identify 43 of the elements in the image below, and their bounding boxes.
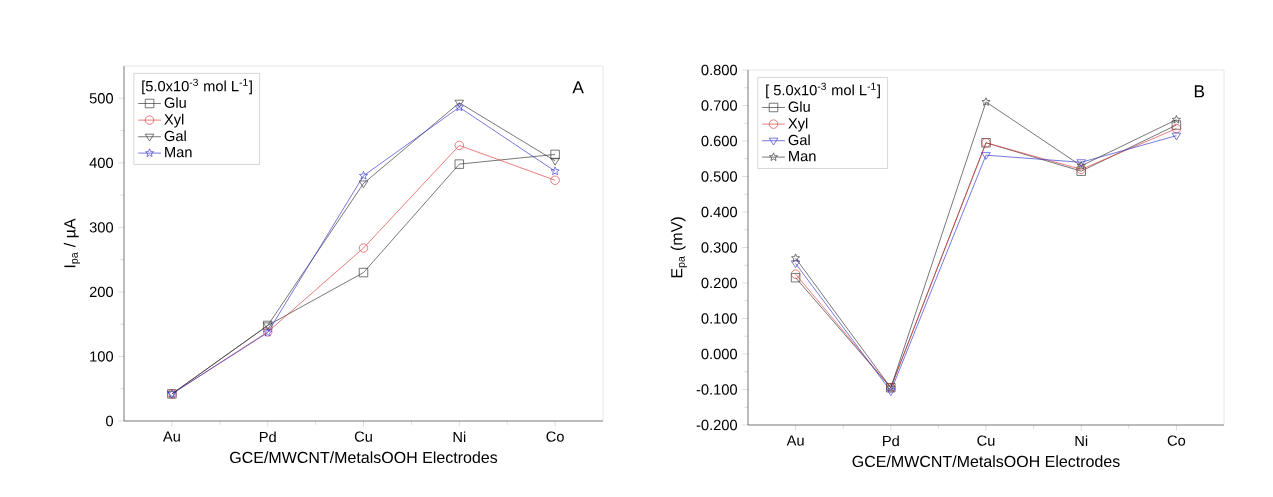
legend-label: Gal [164, 130, 186, 142]
legend-label: Gal [788, 134, 810, 146]
y-tick-label: -0.200 [696, 419, 738, 431]
legend-label: Xyl [164, 113, 184, 128]
x-tick-label: Cu [977, 435, 995, 446]
y-tick-label: 0.300 [701, 242, 738, 253]
x-tick-label: Cu [354, 431, 372, 442]
legend-title: [ 5.0x10$^{-3}$ mol L$^{-1}$] [766, 82, 880, 99]
y-tick-label: -0.100 [696, 384, 738, 395]
y-tick-label: 200 [89, 286, 114, 298]
y-axis-title: I$_{pa}$ / µA [63, 218, 80, 268]
y-tick-label: 0.700 [701, 100, 738, 111]
y-tick-label: 0.100 [701, 313, 738, 324]
x-tick-label: Pd [883, 435, 899, 447]
legend-label: Man [165, 147, 192, 158]
x-tick-label: Ni [1075, 435, 1088, 447]
y-tick-label: 0.200 [701, 277, 738, 289]
y-tick-label: 0 [106, 415, 114, 427]
legend-label: Xyl [788, 117, 808, 132]
y-tick-label: 500 [89, 93, 114, 104]
y-tick-label: 0.000 [701, 348, 738, 360]
legend-title: [5.0x10$^{-3}$ mol L$^{-1}$] [142, 78, 252, 95]
y-tick-label: 400 [89, 157, 114, 169]
y-tick-label: 300 [89, 222, 114, 233]
x-tick-label: Co [1167, 435, 1186, 446]
y-tick-label: 100 [90, 351, 114, 362]
y-axis-title: E$_{pa}$ (mV) [670, 217, 687, 278]
x-tick-label: Au [162, 431, 180, 442]
x-tick-label: Co [546, 431, 564, 442]
y-tick-label: 0.600 [701, 135, 738, 147]
legend-label: Man [789, 151, 816, 162]
annotation: B [1194, 85, 1205, 98]
y-tick-label: 0.800 [701, 64, 738, 76]
legend-label: Glu [788, 101, 810, 112]
x-tick-label: Pd [259, 431, 276, 443]
annotation: A [572, 81, 584, 94]
x-tick-label: Ni [453, 431, 466, 443]
x-axis-title: GCE/MWCNT/MetalsOOH Electrodes [852, 455, 1120, 468]
x-axis-title: GCE/MWCNT/MetalsOOH Electrodes [230, 451, 498, 464]
y-tick-label: 0.400 [701, 206, 738, 218]
x-tick-label: Au [786, 435, 804, 446]
legend-label: Glu [164, 97, 186, 108]
y-tick-label: 0.500 [701, 171, 738, 182]
